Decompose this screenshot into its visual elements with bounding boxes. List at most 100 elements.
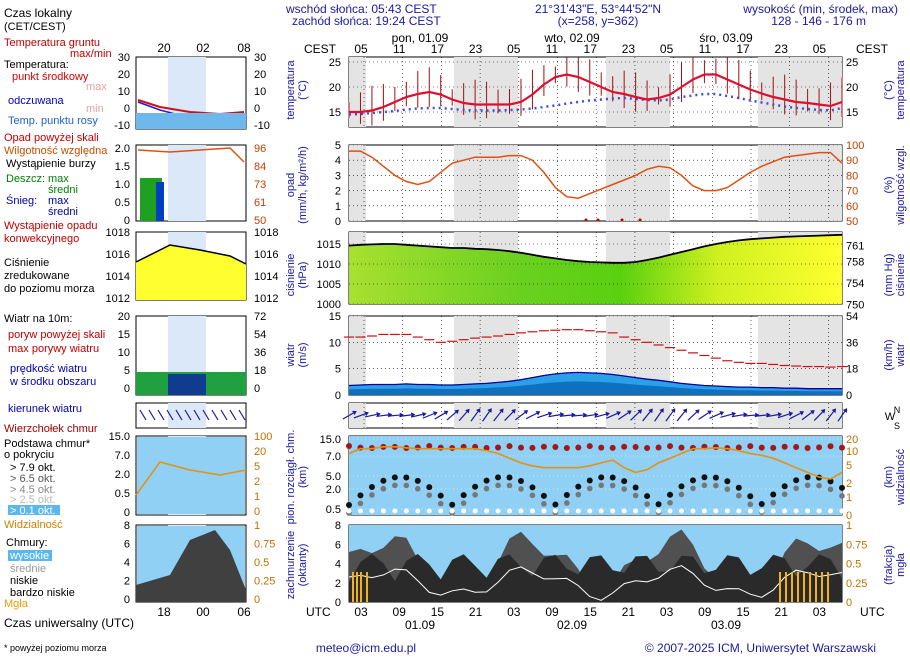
frac-ytick: 0 bbox=[846, 597, 852, 609]
cloud-top-dot bbox=[575, 444, 582, 451]
cloud-ytick: 15.0 bbox=[320, 434, 341, 446]
left-ld-day bbox=[168, 403, 206, 428]
compass-s: S bbox=[894, 421, 900, 431]
left-temp-ytick-r: 10 bbox=[254, 86, 266, 98]
pressure-area bbox=[349, 234, 842, 304]
cloud-base-dot-low bbox=[484, 508, 490, 514]
cloud-base-dot bbox=[632, 484, 639, 491]
cloud-top-dot bbox=[621, 443, 628, 450]
kmh-ytick: 18 bbox=[846, 364, 858, 376]
frac-ytick: 0.75 bbox=[846, 539, 867, 551]
kmh-ytick: 54 bbox=[846, 311, 858, 323]
cloud-base-dot-low bbox=[529, 508, 535, 514]
legend-temp-mid: punkt środkowy bbox=[12, 71, 89, 83]
wind-arrow-shaft bbox=[766, 414, 779, 418]
legend-dew: Temp. punktu rosy bbox=[8, 115, 98, 127]
left-temp-ytick-l: 0 bbox=[124, 103, 130, 115]
left-press-ytick-r: 1012 bbox=[254, 293, 278, 305]
press-ytick: 1010 bbox=[317, 259, 341, 271]
legend-storm: Wystąpienie burzy bbox=[6, 158, 96, 170]
hum-ytick: 70 bbox=[846, 186, 858, 198]
footer-copyright: © 2007-2025 ICM, Uniwersytet Warszawski bbox=[645, 641, 876, 655]
cest-label-left: CEST bbox=[304, 42, 337, 56]
legend-gust-max: max porywy wiatru bbox=[8, 343, 99, 355]
left-temp-ytick-l: 10 bbox=[118, 86, 130, 98]
wind-arrow bbox=[698, 410, 712, 420]
left-wind-arrow bbox=[211, 409, 219, 421]
cloud-base-dot-mid bbox=[816, 482, 822, 489]
cloud-top-dot bbox=[655, 444, 662, 451]
wind-arrow-shaft bbox=[525, 412, 538, 420]
precip-dot-1 bbox=[596, 218, 600, 222]
wind-arrow-shaft bbox=[504, 411, 514, 421]
left-press-ytick-r: 1014 bbox=[254, 271, 278, 283]
legend-rain-max: max bbox=[48, 173, 69, 185]
left-vis-ytick: 1 bbox=[254, 491, 260, 503]
cloud-top-dot bbox=[770, 444, 777, 451]
wind-arrow-head bbox=[535, 411, 541, 416]
cloud-ytick: 7.0 bbox=[326, 451, 341, 463]
utc-tick: 09 bbox=[393, 605, 407, 619]
axis-press-unit: (hPa) bbox=[297, 262, 309, 289]
wind-arrow-head bbox=[443, 410, 449, 416]
left-wind-arrow bbox=[184, 409, 192, 421]
wind-arrow-shaft bbox=[482, 411, 490, 422]
cloud-ytick: 0.5 bbox=[326, 504, 341, 516]
wind-arrow-shaft bbox=[493, 411, 502, 422]
wind-arrow-head bbox=[352, 410, 357, 416]
hum-ytick: 90 bbox=[846, 155, 858, 167]
wind-arrow-head bbox=[670, 408, 676, 413]
left-utc-tick: 06 bbox=[237, 605, 251, 619]
cloud-base-dot-mid bbox=[609, 482, 616, 489]
left-kmh-ytick: 36 bbox=[254, 347, 266, 359]
axis-wind-unit-r: (km/h) bbox=[883, 339, 895, 370]
cest-tick: 05 bbox=[813, 42, 827, 56]
cloud-base-dot-mid bbox=[380, 485, 387, 492]
sunset-text: zachód słońca: 19:24 CEST bbox=[292, 14, 441, 28]
left-cov-ytick: 6 bbox=[124, 539, 130, 551]
cloud-base-dot-mid bbox=[426, 492, 433, 498]
cloud-base-dot-mid bbox=[598, 482, 605, 489]
wind-arrow-shaft bbox=[630, 411, 640, 421]
wind-arrow bbox=[342, 410, 357, 420]
left-lp-day bbox=[168, 145, 206, 221]
left-hum-ytick: 84 bbox=[254, 161, 266, 173]
wind-arrow-head bbox=[410, 412, 416, 418]
cov-ytick: 4 bbox=[335, 559, 341, 571]
left-temp-ytick-l: 20 bbox=[118, 69, 130, 81]
cloud-base-dot-mid bbox=[369, 492, 375, 498]
wind-arrow-head bbox=[605, 411, 610, 417]
cloud-base-dot bbox=[793, 477, 800, 484]
legend-conv: Wystąpienie opadu bbox=[4, 220, 97, 232]
legend-vlow: bardzo niskie bbox=[10, 587, 75, 599]
left-temp-ytick-r: 0 bbox=[254, 103, 260, 115]
cloud-base-dot bbox=[460, 492, 467, 499]
humidity-line bbox=[349, 150, 843, 199]
cloud-base-dot bbox=[380, 477, 387, 484]
left-vis-ytick: 20 bbox=[254, 446, 266, 458]
wind-arrow bbox=[458, 408, 470, 422]
cloud-base-dot-low bbox=[380, 508, 386, 514]
cloud-base-dot-mid bbox=[575, 491, 582, 498]
cloud-base-dot-low bbox=[426, 508, 432, 514]
left-press-ytick-l: 1016 bbox=[106, 249, 130, 261]
left-wind-arrow bbox=[229, 409, 237, 421]
left-vis-ytick: 0 bbox=[254, 506, 260, 518]
legend-cloud-top: Wierzchołek chmur bbox=[4, 423, 98, 435]
cloud-base-dot-low bbox=[782, 508, 788, 514]
temp-ytick-r: 15 bbox=[846, 107, 858, 119]
cloud-top-dot bbox=[517, 444, 524, 451]
cloud-base-dot-low bbox=[552, 508, 558, 514]
cloud-base-dot bbox=[839, 484, 845, 491]
left-press-ytick-r: 1016 bbox=[254, 249, 278, 261]
ground-xtick: 20 bbox=[157, 41, 171, 55]
axis-hum-r: wilgotność wzgl. bbox=[895, 145, 907, 225]
prec-ytick: 1 bbox=[335, 201, 341, 213]
cloud-base-dot-mid bbox=[483, 485, 490, 492]
wind-arrow-shaft bbox=[698, 412, 709, 420]
visibility-line bbox=[348, 445, 843, 480]
elevation-title: wysokość (min, środek, max) bbox=[742, 2, 898, 16]
wind-arrow bbox=[504, 409, 516, 421]
left-vis-ytick: 2 bbox=[254, 476, 260, 488]
cloud-top-dot bbox=[540, 443, 547, 450]
